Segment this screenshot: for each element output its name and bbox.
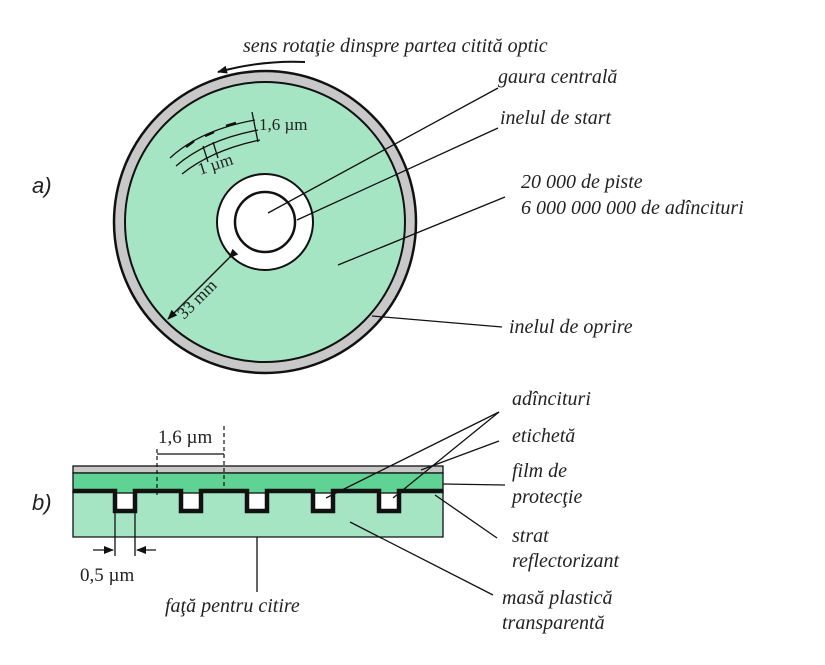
pit-width-dimension: 0,5 µm — [80, 511, 156, 586]
pitch-tick — [251, 111, 259, 143]
label-layer-label: etichetă — [512, 425, 575, 447]
center-hole-label: gaura centrală — [498, 66, 617, 88]
leader-start-ring — [296, 127, 499, 221]
pit-length-tick — [202, 145, 209, 163]
leader-tracks — [337, 196, 506, 266]
reflective-label-line2: reflectorizant — [512, 550, 619, 572]
plastic-label-line1: masă plastică — [502, 587, 613, 609]
center-hole — [233, 190, 297, 254]
pit-marks — [185, 121, 237, 148]
leader-pits — [325, 411, 500, 499]
part-b-label: b) — [32, 490, 52, 515]
leader-stop-ring — [371, 315, 503, 328]
radius-arrow — [167, 248, 239, 320]
leader-reflective — [434, 494, 498, 539]
pits-count-label: 6 000 000 000 de adîncituri — [521, 197, 744, 219]
read-side-label: faţă pentru citire — [165, 595, 300, 617]
section-pits-label: adîncituri — [512, 388, 591, 410]
reflective-label-line1: strat — [512, 525, 549, 547]
leader-pits — [392, 411, 500, 499]
pitch-dimension: 1,6 µm — [156, 426, 225, 495]
film-label-line2: protecţie — [510, 486, 582, 508]
leader-center-hole — [267, 87, 499, 214]
track-arc — [175, 129, 259, 167]
tracks-label: 20 000 de piste — [521, 171, 643, 193]
part-a-label: a) — [32, 173, 52, 198]
leader-protective-film — [442, 483, 506, 486]
stop-ring-label: inelul de oprire — [509, 316, 633, 338]
start-ring-label: inelul de start — [500, 107, 612, 129]
track-pitch-label: 1,6 µm — [259, 115, 308, 134]
cross-section — [72, 465, 444, 538]
pit-length-tick — [212, 141, 219, 159]
pit-width-label: 0,5 µm — [80, 565, 134, 586]
plastic-label-line2: transparentă — [502, 612, 605, 634]
reflective-layer — [73, 488, 443, 514]
film-label-line1: film de — [512, 460, 567, 482]
leader-label-layer — [420, 440, 500, 471]
leader-plastic — [349, 521, 494, 596]
rotation-label: sens rotaţie dinspre partea citită optic — [243, 35, 548, 57]
plastic-substrate — [72, 490, 444, 538]
section-pitch-label: 1,6 µm — [158, 427, 212, 448]
protective-film — [72, 472, 444, 494]
rotation-arrow-icon — [217, 60, 306, 74]
